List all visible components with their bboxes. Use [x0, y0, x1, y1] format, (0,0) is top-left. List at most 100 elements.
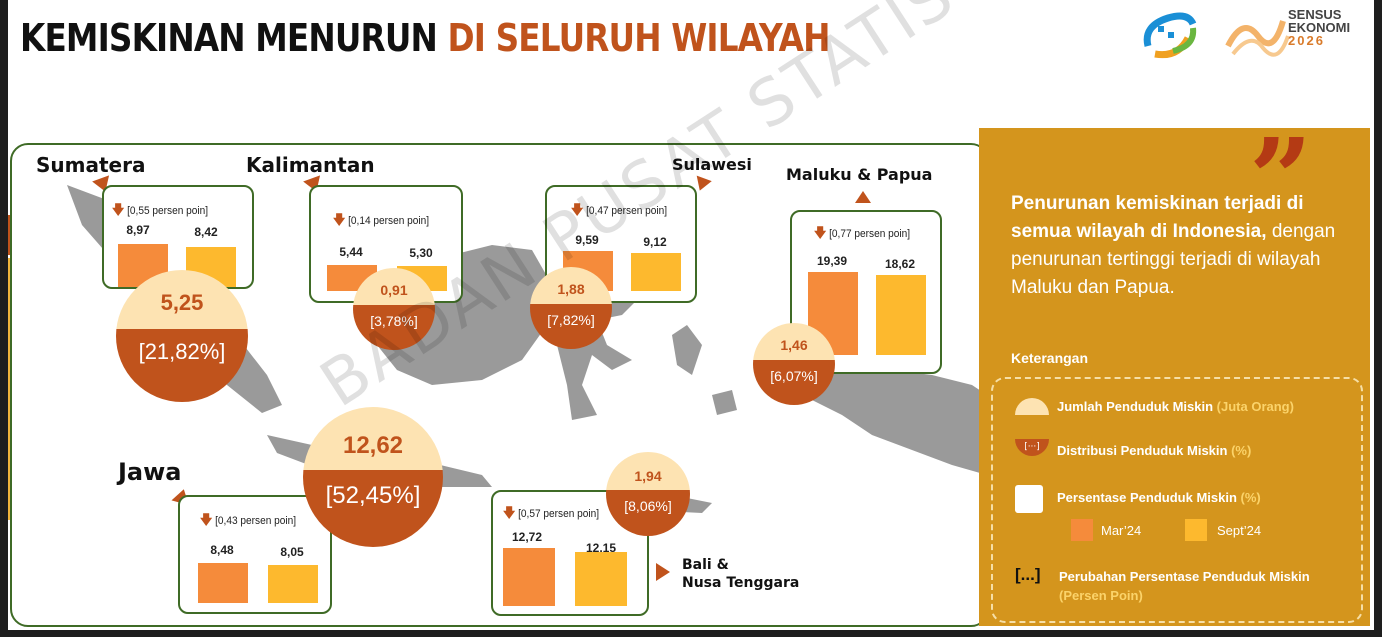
- bubble-dist-bali-nt: [8,06%]: [606, 489, 690, 536]
- legend-label-poor-count: Jumlah Penduduk Miskin: [1057, 399, 1214, 414]
- legend-item-change: Perubahan Persentase Penduduk Miskin (Pe…: [1059, 567, 1310, 605]
- bubble-poor-sulawesi: 1,88: [530, 267, 612, 304]
- value-mar-sulawesi: 9,59: [575, 233, 599, 247]
- region-label-bali-nt-line1: Bali &: [682, 557, 729, 573]
- value-sep-kalimantan: 5,30: [409, 246, 433, 260]
- legend-item-poor-count: Jumlah Penduduk Miskin (Juta Orang): [1057, 399, 1294, 414]
- bubble-kalimantan: 0,91 [3,78%]: [353, 268, 435, 350]
- quote-icon: ”: [1249, 114, 1313, 243]
- bar-mar-bali-nt: [503, 548, 555, 606]
- change-text-bali-nt: [0,57 persen poin]: [518, 508, 600, 520]
- bps-logo-icon: [1143, 12, 1197, 59]
- value-mar-kalimantan: 5,44: [339, 245, 363, 259]
- logo-year: 2026: [1288, 33, 1325, 48]
- title-part-dark: KEMISKINAN MENURUN: [20, 16, 438, 60]
- logo-line-1: SENSUS: [1288, 7, 1342, 22]
- change-jawa: 🡇 [0,43 persen poin]: [200, 511, 296, 533]
- change-text-jawa: [0,43 persen poin]: [215, 515, 297, 527]
- island-maluku: [672, 325, 737, 415]
- pointer-maluku-papua: [855, 191, 871, 203]
- region-label-kalimantan: Kalimantan: [246, 153, 375, 177]
- bar-sep-bali-nt: [575, 552, 627, 606]
- bubble-poor-maluku-papua: 1,46: [753, 323, 835, 360]
- change-text-kalimantan: [0,14 persen poin]: [348, 215, 430, 227]
- slide: KEMISKINAN MENURUN DI SELURUH WILAYAH SE…: [8, 0, 1374, 630]
- down-arrow-icon: 🡇: [112, 202, 125, 217]
- card-maluku-papua: 🡇 [0,77 persen poin] 19,39 18,62: [790, 210, 942, 374]
- half-circle-light-icon: [1015, 398, 1049, 415]
- legend-label-percentage: Persentase Penduduk Miskin: [1057, 490, 1237, 505]
- value-sep-sumatera: 8,42: [194, 225, 218, 239]
- bracket-symbol-icon: [...]: [1015, 565, 1041, 584]
- swatch-mar: [1071, 519, 1093, 541]
- change-bali-nt: 🡇 [0,57 persen poin]: [503, 504, 599, 526]
- bubble-poor-sumatera: 5,25: [116, 270, 248, 330]
- region-label-bali-nt-line2: Nusa Tenggara: [682, 575, 800, 591]
- legend-title: Keterangan: [1011, 350, 1089, 366]
- logo-line-2: EKONOMI: [1288, 20, 1351, 35]
- bubble-dist-kalimantan: [3,78%]: [353, 304, 435, 350]
- change-text-sulawesi: [0,47 persen poin]: [586, 205, 668, 217]
- value-mar-sumatera: 8,97: [126, 223, 150, 237]
- swatch-sep: [1185, 519, 1207, 541]
- region-label-sulawesi: Sulawesi: [672, 155, 752, 174]
- bubble-jawa: 12,62 [52,45%]: [303, 407, 443, 547]
- legend-bracket-symbol: [···]: [1024, 442, 1040, 452]
- side-message-bold: Penurunan kemiskinan terjadi di semua wi…: [1011, 193, 1304, 242]
- bar-sep-sulawesi: [631, 253, 681, 291]
- change-kalimantan: 🡇 [0,14 persen poin]: [333, 211, 429, 233]
- legend-unit-change: (Persen Poin): [1059, 588, 1143, 603]
- pointer-bali-nt: [656, 563, 670, 581]
- page-title: KEMISKINAN MENURUN DI SELURUH WILAYAH: [20, 16, 830, 60]
- bubble-maluku-papua: 1,46 [6,07%]: [753, 323, 835, 405]
- region-label-jawa: Jawa: [118, 458, 182, 486]
- bubble-poor-jawa: 12,62: [303, 407, 443, 470]
- card-jawa: 🡇 [0,43 persen poin] 8,48 8,05: [178, 495, 332, 614]
- bar-sep-maluku-papua: [876, 275, 926, 355]
- bubble-bali-nt: 1,94 [8,06%]: [606, 452, 690, 536]
- region-label-sumatera: Sumatera: [36, 153, 146, 177]
- legend-series-sep: Sept’24: [1217, 523, 1262, 538]
- sensus-wave-icon: [1225, 20, 1290, 57]
- down-arrow-icon: 🡇: [503, 505, 516, 520]
- change-text-maluku-papua: [0,77 persen poin]: [829, 228, 911, 240]
- side-panel: ” Penurunan kemiskinan terjadi di semua …: [979, 124, 1370, 626]
- change-text-sumatera: [0,55 persen poin]: [127, 205, 209, 217]
- legend-label-change: Perubahan Persentase Penduduk Miskin: [1059, 569, 1310, 584]
- bubble-poor-kalimantan: 0,91: [353, 268, 435, 305]
- legend-unit-distribution: (%): [1231, 443, 1252, 458]
- legend-label-distribution: Distribusi Penduduk Miskin: [1057, 443, 1228, 458]
- bubble-dist-sulawesi: [7,82%]: [530, 303, 612, 349]
- legend-series-mar: Mar’24: [1101, 523, 1142, 538]
- change-maluku-papua: 🡇 [0,77 persen poin]: [814, 224, 910, 246]
- white-square-icon: [1015, 485, 1043, 513]
- bubble-sulawesi: 1,88 [7,82%]: [530, 267, 612, 349]
- region-label-bali-nt: Bali & Nusa Tenggara: [682, 556, 799, 592]
- title-part-accent: DI SELURUH WILAYAH: [447, 16, 831, 60]
- down-arrow-icon: 🡇: [571, 202, 584, 217]
- value-sep-sulawesi: 9,12: [643, 235, 667, 249]
- bubble-poor-bali-nt: 1,94: [606, 452, 690, 490]
- side-message: Penurunan kemiskinan terjadi di semua wi…: [1011, 190, 1351, 302]
- legend-item-distribution: Distribusi Penduduk Miskin (%): [1057, 443, 1251, 458]
- value-mar-maluku-papua: 19,39: [816, 254, 848, 268]
- bar-mar-jawa: [198, 563, 248, 603]
- value-mar-jawa: 8,48: [210, 543, 234, 557]
- half-circle-dark-icon: [···]: [1015, 439, 1049, 456]
- value-sep-bali-nt: 12,15: [585, 541, 617, 555]
- legend-unit-poor-count: (Juta Orang): [1216, 399, 1294, 414]
- down-arrow-icon: 🡇: [200, 512, 213, 527]
- change-sulawesi: 🡇 [0,47 persen poin]: [571, 201, 667, 223]
- value-sep-jawa: 8,05: [280, 545, 304, 559]
- bubble-dist-maluku-papua: [6,07%]: [753, 359, 835, 405]
- bubble-dist-jawa: [52,45%]: [303, 470, 443, 547]
- value-mar-bali-nt: 12,72: [511, 530, 543, 544]
- side-message-rest: dengan penurunan tertinggi terjadi di wi…: [1011, 221, 1336, 298]
- sensus-logo-text: SENSUS EKONOMI 2026: [1288, 8, 1350, 47]
- bubble-sumatera: 5,25 [21,82%]: [116, 270, 248, 402]
- down-arrow-icon: 🡇: [814, 225, 827, 240]
- region-label-maluku-papua: Maluku & Papua: [786, 165, 933, 184]
- legend-unit-percentage: (%): [1240, 490, 1261, 505]
- change-sumatera: 🡇 [0,55 persen poin]: [112, 201, 208, 223]
- value-sep-maluku-papua: 18,62: [884, 257, 916, 271]
